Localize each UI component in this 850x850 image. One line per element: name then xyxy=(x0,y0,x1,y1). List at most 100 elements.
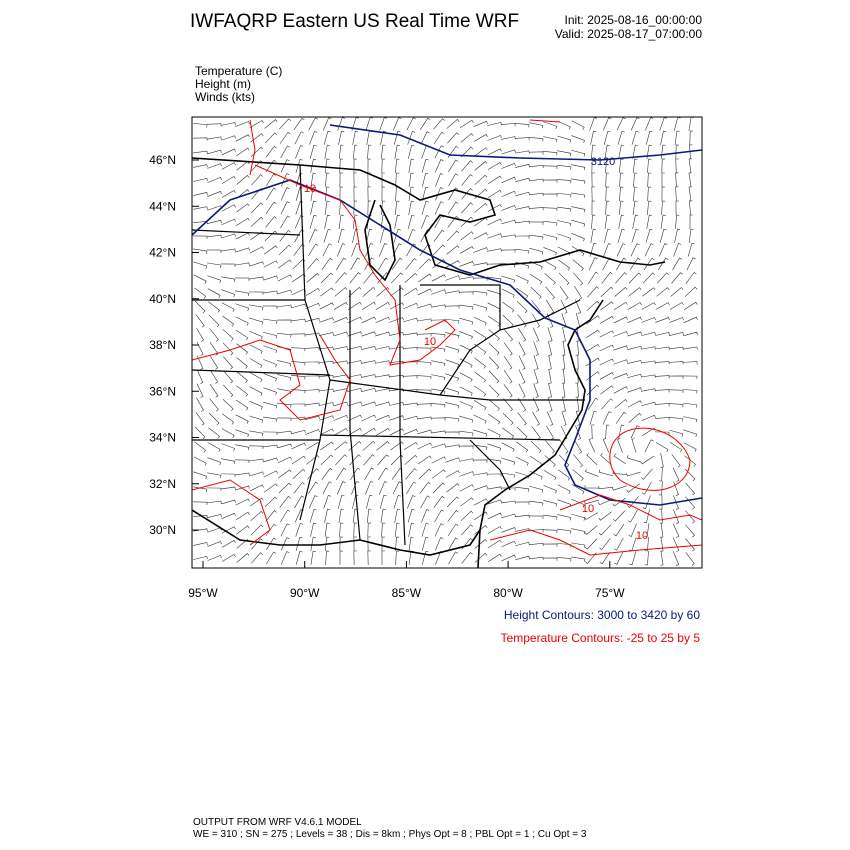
wind-barb xyxy=(193,164,208,168)
wind-barb xyxy=(613,331,628,337)
wind-barb xyxy=(347,345,362,350)
wind-barb xyxy=(395,536,400,552)
wind-barb xyxy=(207,177,222,183)
wind-barb xyxy=(529,470,543,480)
wind-barb xyxy=(460,510,474,522)
wind-barb xyxy=(561,369,565,384)
lat-label: 36°N xyxy=(149,384,176,398)
wind-barb xyxy=(673,481,679,496)
wind-barb xyxy=(263,275,278,281)
wind-barb xyxy=(668,361,684,365)
wind-barb xyxy=(557,484,571,494)
wind-barb xyxy=(515,248,530,254)
wind-barb xyxy=(207,472,222,479)
wind-barbs xyxy=(192,117,698,566)
wind-barb xyxy=(192,501,208,505)
wind-barb xyxy=(325,536,330,552)
wind-barb xyxy=(459,276,474,280)
wind-barb xyxy=(571,542,586,548)
wind-barb xyxy=(434,215,444,229)
wind-barb xyxy=(627,360,642,364)
wind-barb xyxy=(675,158,679,174)
wind-barb xyxy=(459,358,473,368)
wind-barb xyxy=(324,200,330,215)
wind-barb xyxy=(207,163,222,169)
wind-barb xyxy=(641,468,653,480)
wind-barb xyxy=(251,174,263,186)
wind-barb xyxy=(304,347,320,351)
wind-barb xyxy=(518,369,526,384)
wind-barb xyxy=(394,144,400,159)
wind-barb xyxy=(584,538,598,550)
wind-barb xyxy=(263,416,278,422)
lat-label: 44°N xyxy=(149,199,176,213)
wind-barb xyxy=(445,345,460,353)
wind-barb xyxy=(291,442,306,450)
wind-barb xyxy=(613,453,627,465)
wind-barb xyxy=(615,411,627,424)
wind-barb xyxy=(557,120,571,130)
wind-barb xyxy=(672,551,680,566)
wind-barb xyxy=(630,425,640,439)
wind-barb xyxy=(517,314,527,328)
wind-barb xyxy=(367,536,371,552)
wind-barb xyxy=(556,557,572,562)
wind-barb xyxy=(557,135,572,143)
wind-barb xyxy=(473,120,488,127)
wind-barb xyxy=(599,538,611,550)
wind-barb xyxy=(280,509,291,523)
wind-barb xyxy=(573,272,584,286)
wind-barb xyxy=(675,200,679,216)
wind-barb xyxy=(277,304,292,308)
wind-barb xyxy=(562,327,566,342)
wind-barb xyxy=(250,216,264,227)
wind-barb xyxy=(460,146,474,158)
wind-barb xyxy=(591,158,595,174)
wind-barb xyxy=(235,247,250,253)
wind-barb xyxy=(234,459,250,463)
wind-barb xyxy=(688,228,694,243)
lat-label: 40°N xyxy=(149,292,176,306)
wind-barb xyxy=(333,346,348,350)
wind-barb xyxy=(221,302,235,312)
wind-barb xyxy=(647,172,652,188)
wind-barb xyxy=(514,501,530,505)
wind-barb xyxy=(660,130,667,145)
wind-barb xyxy=(618,424,625,439)
wind-barb xyxy=(501,262,516,268)
wind-barb xyxy=(353,172,357,188)
wind-barb xyxy=(333,331,348,337)
wind-barb xyxy=(430,417,446,421)
wind-barb xyxy=(403,317,418,323)
wind-barb xyxy=(502,301,515,313)
wind-barb xyxy=(366,508,372,523)
wind-barb xyxy=(546,299,555,314)
wind-barb xyxy=(641,346,656,350)
wind-barb xyxy=(659,117,668,131)
wind-barb xyxy=(600,301,614,311)
wind-barb xyxy=(488,399,500,411)
wind-barb xyxy=(416,347,432,351)
wind-barb xyxy=(389,428,404,436)
wind-barb xyxy=(628,287,642,297)
wind-barb xyxy=(209,328,219,342)
wind-barb xyxy=(685,552,695,566)
wind-barb xyxy=(251,538,263,550)
wind-barb xyxy=(320,441,334,451)
wind-barb xyxy=(591,214,596,230)
wind-barb xyxy=(193,206,208,210)
map xyxy=(192,117,702,568)
wind-barb xyxy=(402,347,418,351)
wind-barb xyxy=(576,327,580,342)
wind-barb xyxy=(685,496,695,510)
lat-label: 34°N xyxy=(149,431,176,445)
wind-barb xyxy=(501,288,515,298)
lat-label: 38°N xyxy=(149,338,176,352)
wind-barb xyxy=(658,466,663,482)
wind-barb xyxy=(236,189,250,199)
wind-barb xyxy=(654,361,670,365)
wind-barb xyxy=(193,456,207,466)
wind-barb xyxy=(444,431,460,435)
wind-barb xyxy=(249,415,264,423)
wind-barb xyxy=(323,494,332,509)
